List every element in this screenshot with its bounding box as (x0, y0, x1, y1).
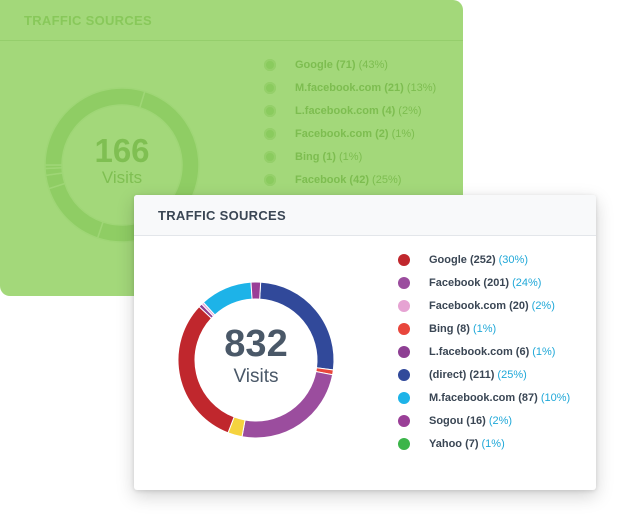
legend-count: (252) (466, 254, 496, 266)
legend-color-dot (398, 277, 410, 289)
legend-count: (87) (515, 392, 538, 404)
legend-count: (16) (463, 415, 486, 427)
legend-color-dot (264, 59, 276, 71)
legend-color-dot (398, 254, 410, 266)
legend-color-dot (264, 128, 276, 140)
legend-color-dot (398, 369, 410, 381)
legend-label: Facebook.com (2) (1%) (295, 128, 415, 140)
legend-percent: (30%) (498, 254, 528, 266)
legend-name: L.facebook.com (295, 105, 379, 117)
legend-percent: (43%) (355, 59, 388, 71)
legend-count: (201) (480, 277, 510, 289)
traffic-donut-chart (177, 281, 335, 439)
legend-percent: (2%) (531, 300, 555, 312)
legend-label: L.facebook.com (6) (1%) (429, 346, 555, 358)
legend-color-dot (398, 438, 410, 450)
legend-color-dot (398, 346, 410, 358)
legend-percent: (13%) (403, 82, 437, 94)
card-header: TRAFFIC SOURCES (0, 0, 463, 41)
legend-count: (21) (381, 82, 404, 94)
legend-percent: (1%) (335, 151, 363, 163)
legend-name: L.facebook.com (429, 346, 513, 358)
legend-name: Facebook (295, 174, 347, 186)
legend-color-dot (398, 415, 410, 427)
legend-label: M.facebook.com (87) (10%) (429, 392, 570, 404)
legend-percent: (25%) (497, 369, 527, 381)
legend-count: (211) (466, 369, 495, 381)
legend-name: Google (429, 254, 467, 266)
legend-percent: (2%) (488, 415, 513, 427)
visits-caption: Visits (101, 168, 143, 187)
legend-color-dot (264, 105, 276, 117)
legend-count: (1) (319, 151, 336, 163)
legend-name: Google (295, 59, 333, 71)
legend-color-dot (398, 323, 410, 335)
legend-name: M.facebook.com (295, 82, 382, 94)
legend-name: Bing (429, 323, 454, 335)
legend-name: Yahoo (429, 438, 463, 450)
legend-name: (direct) (429, 369, 467, 381)
legend-label: Sogou (16) (2%) (429, 415, 512, 427)
legend-label: Bing (1) (1%) (295, 151, 362, 163)
legend-name: M.facebook.com (429, 392, 516, 404)
donut-slice-m-facebook-com[interactable] (202, 281, 253, 316)
legend-count: (42) (346, 174, 369, 186)
legend-count: (8) (453, 323, 470, 335)
legend-name: Facebook.com (295, 128, 373, 140)
legend-label: M.facebook.com (21) (13%) (295, 82, 436, 94)
legend-name: Bing (295, 151, 320, 163)
visits-total: 832 (224, 323, 288, 365)
legend-percent: (1%) (472, 323, 497, 335)
legend-percent: (25%) (368, 174, 402, 186)
legend-percent: (24%) (512, 277, 542, 289)
legend-color-dot (264, 82, 276, 94)
legend-count: (7) (462, 438, 479, 450)
legend-count: (20) (506, 300, 529, 312)
legend-label: L.facebook.com (4) (2%) (295, 105, 422, 117)
legend-count: (71) (332, 59, 356, 71)
legend-count: (6) (512, 346, 530, 358)
legend-name: Sogou (429, 415, 464, 427)
traffic-sources-card: TRAFFIC SOURCES 832 Visits Google (252)(… (134, 195, 596, 490)
visits-caption: Visits (233, 366, 279, 387)
legend-label: (direct) (211) (25%) (429, 369, 527, 381)
legend-color-dot (398, 300, 410, 312)
legend-label: Google (252) (30%) (429, 254, 528, 266)
card-header: TRAFFIC SOURCES (134, 195, 596, 236)
legend-label: Google (71) (43%) (295, 59, 388, 71)
legend-label: Facebook (42) (25%) (295, 174, 401, 186)
donut-slice-sogou[interactable] (250, 281, 262, 300)
legend-name: Facebook.com (429, 300, 507, 312)
legend-color-dot (398, 392, 410, 404)
legend-percent: (1%) (388, 128, 415, 140)
legend-name: Facebook (429, 277, 481, 289)
card-title: TRAFFIC SOURCES (158, 208, 286, 223)
legend-count: (4) (378, 105, 396, 117)
legend-label: Facebook (201) (24%) (429, 277, 541, 289)
legend-count: (2) (372, 128, 389, 140)
donut-slice-facebook[interactable] (44, 87, 146, 166)
legend-percent: (1%) (481, 438, 505, 450)
legend-label: Yahoo (7) (1%) (429, 438, 505, 450)
card-title: TRAFFIC SOURCES (24, 13, 152, 28)
donut-slice-m-facebook-com[interactable] (47, 182, 104, 239)
legend-percent: (1%) (532, 346, 556, 358)
legend-percent: (10%) (540, 392, 571, 404)
legend-color-dot (264, 151, 276, 163)
visits-total: 166 (94, 132, 150, 169)
legend-color-dot (264, 174, 276, 186)
legend-label: Facebook.com (20) (2%) (429, 300, 555, 312)
legend-percent: (2%) (395, 105, 422, 117)
legend-label: Bing (8) (1%) (429, 323, 496, 335)
